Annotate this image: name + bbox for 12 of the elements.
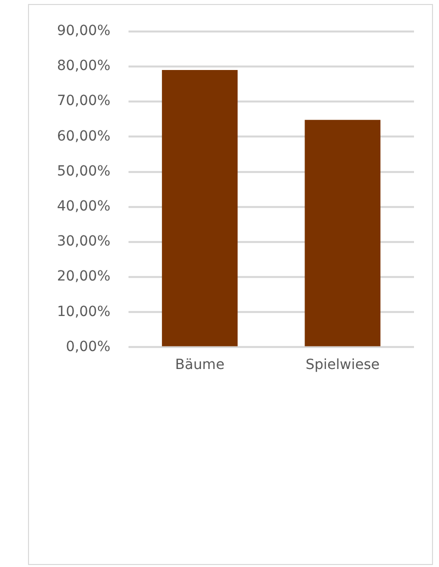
y-tick-label: 70,00% xyxy=(56,93,110,110)
y-tick-label: 40,00% xyxy=(56,198,110,214)
y-tick-label: 10,00% xyxy=(56,304,110,320)
x-tick-label: Bäume xyxy=(175,357,224,374)
y-tick-label: 30,00% xyxy=(56,234,110,250)
y-tick-label: 90,00% xyxy=(56,23,110,40)
x-tick-label: Spielwiese xyxy=(306,357,380,374)
y-tick-label: 80,00% xyxy=(56,58,110,74)
y-tick-label: 60,00% xyxy=(56,128,110,144)
y-tick-label: 0,00% xyxy=(66,338,110,355)
y-tick-label: 50,00% xyxy=(56,163,110,180)
y-tick-label: 20,00% xyxy=(56,268,110,285)
